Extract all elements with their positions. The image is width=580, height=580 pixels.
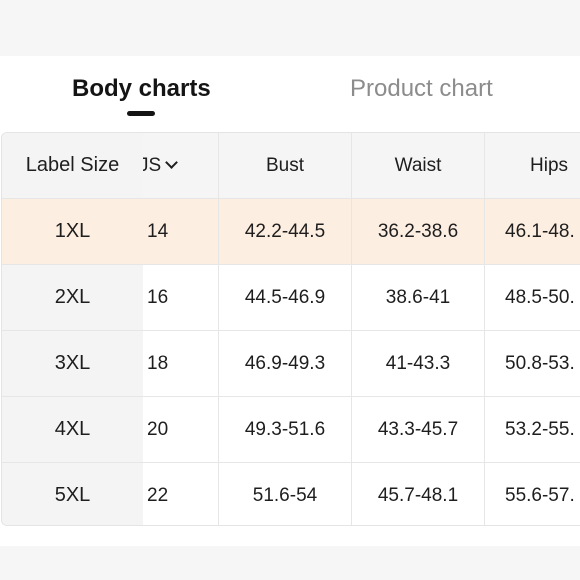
chevron-down-icon[interactable] xyxy=(165,155,179,169)
row-label-size: 4XL xyxy=(2,396,143,463)
header-label-size: Label Size xyxy=(2,133,143,199)
row-hips: 50.8-53. xyxy=(484,330,580,397)
table-row[interactable]: 3XL 18 46.9-49.3 41-43.3 50.8-53. xyxy=(2,330,580,397)
row-us-size: 22 xyxy=(143,462,219,525)
row-bust: 46.9-49.3 xyxy=(218,330,352,397)
active-tab-indicator xyxy=(127,111,155,116)
row-label-size: 5XL xyxy=(2,462,143,525)
table-row[interactable]: 2XL 16 44.5-46.9 38.6-41 48.5-50. xyxy=(2,264,580,331)
row-hips: 46.1-48. xyxy=(484,198,580,265)
tab-body-charts[interactable]: Body charts xyxy=(72,75,211,102)
unit-dropdown[interactable]: JS xyxy=(143,133,219,199)
header-bust: Bust xyxy=(218,133,352,199)
row-us-size: 18 xyxy=(143,330,219,397)
size-table-scroll-area[interactable]: Label Size JS Bust Waist Hips 1XL 14 42.… xyxy=(1,132,580,526)
row-hips: 55.6-57. xyxy=(484,462,580,525)
row-bust: 44.5-46.9 xyxy=(218,264,352,331)
row-bust: 42.2-44.5 xyxy=(218,198,352,265)
row-us-size: 20 xyxy=(143,396,219,463)
table-row[interactable]: 5XL 22 51.6-54 45.7-48.1 55.6-57. xyxy=(2,462,580,525)
row-bust: 51.6-54 xyxy=(218,462,352,525)
row-us-size: 14 xyxy=(143,198,219,265)
header-us: JS xyxy=(143,154,162,176)
row-us-size: 16 xyxy=(143,264,219,331)
row-bust: 49.3-51.6 xyxy=(218,396,352,463)
chart-tabs: Body charts Product chart xyxy=(0,56,580,132)
row-waist: 45.7-48.1 xyxy=(351,462,485,525)
row-hips: 48.5-50. xyxy=(484,264,580,331)
header-hips: Hips xyxy=(484,133,580,199)
row-label-size: 1XL xyxy=(2,198,143,265)
tab-product-chart[interactable]: Product chart xyxy=(350,75,493,102)
row-waist: 36.2-38.6 xyxy=(351,198,485,265)
table-row[interactable]: 1XL 14 42.2-44.5 36.2-38.6 46.1-48. xyxy=(2,198,580,265)
table-header-row: Label Size JS Bust Waist Hips xyxy=(2,133,580,199)
row-waist: 43.3-45.7 xyxy=(351,396,485,463)
row-label-size: 3XL xyxy=(2,330,143,397)
table-row[interactable]: 4XL 20 49.3-51.6 43.3-45.7 53.2-55. xyxy=(2,396,580,463)
header-waist: Waist xyxy=(351,133,485,199)
row-label-size: 2XL xyxy=(2,264,143,331)
row-waist: 41-43.3 xyxy=(351,330,485,397)
row-hips: 53.2-55. xyxy=(484,396,580,463)
size-table: Label Size JS Bust Waist Hips 1XL 14 42.… xyxy=(2,133,580,525)
row-waist: 38.6-41 xyxy=(351,264,485,331)
